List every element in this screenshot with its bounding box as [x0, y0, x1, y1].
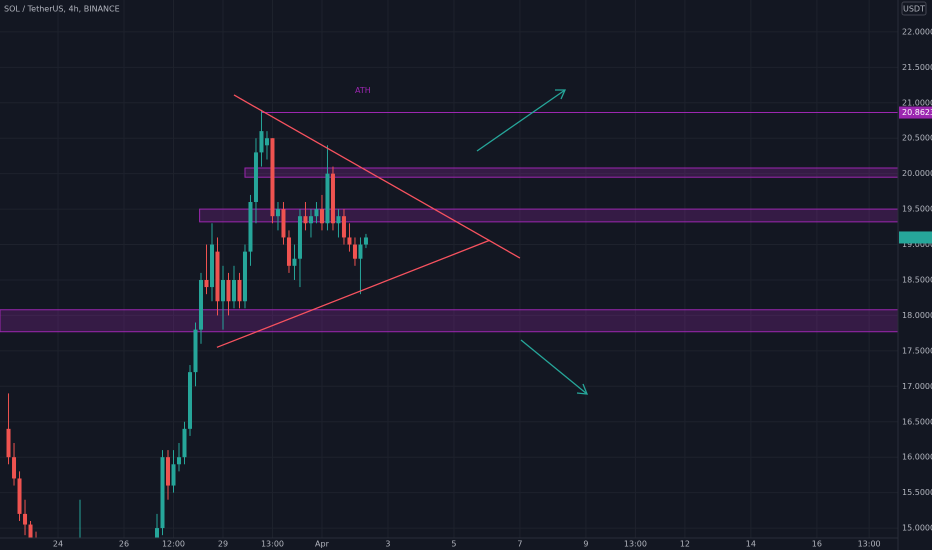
candle-body	[220, 279, 225, 302]
x-tick-label: 13:00	[858, 540, 881, 549]
candle-body	[215, 251, 220, 302]
candle-body	[314, 209, 319, 217]
candle-body	[270, 138, 275, 217]
candle-body	[6, 428, 11, 458]
x-tick-label: 26	[119, 540, 129, 549]
candle-body	[176, 457, 181, 465]
y-tick-label: 17.5000	[902, 346, 932, 355]
arrow-down	[520, 339, 588, 395]
x-tick-label: 13:00	[261, 540, 284, 549]
candle-body	[297, 216, 302, 259]
candle-body	[160, 457, 165, 529]
candle-body	[248, 202, 253, 252]
ath-price-label: 20.8623	[902, 108, 932, 117]
x-tick-label: 24	[53, 540, 63, 549]
currency-box	[901, 1, 927, 16]
y-tick-label: 16.5000	[902, 417, 932, 426]
y-tick-label: 19.5000	[902, 205, 932, 214]
zone	[199, 208, 898, 223]
x-tick-label: 9	[583, 540, 588, 549]
zone	[0, 309, 898, 333]
candle-body	[78, 542, 82, 549]
x-tick-label: 5	[451, 540, 456, 549]
candle-body	[17, 478, 22, 514]
ath-price-tag	[899, 106, 932, 119]
chart-title: SOL / TetherUS, 4h, BINANCE	[4, 5, 120, 14]
candle-body	[231, 279, 236, 302]
candle-body	[292, 258, 297, 266]
y-tick-label: 18.0000	[902, 311, 932, 320]
candle-body	[198, 279, 203, 330]
candle-body	[336, 216, 341, 224]
candle-body	[286, 237, 291, 266]
x-tick-label: 12	[680, 540, 690, 549]
candle-body	[209, 244, 214, 288]
plot: ATH	[0, 86, 898, 550]
arrows	[476, 89, 589, 395]
y-tick-label: 21.0000	[902, 98, 932, 107]
y-tick-label: 18.5000	[902, 275, 932, 284]
candle-body	[204, 279, 209, 288]
candle-body	[259, 131, 264, 153]
y-tick-label: 15.0000	[902, 524, 932, 533]
candle-body	[319, 209, 324, 224]
y-tick-label: 15.5000	[902, 488, 932, 497]
x-tick-label: 3	[385, 540, 390, 549]
candle-body	[34, 542, 38, 550]
y-tick-label: 21.5000	[902, 63, 932, 72]
candle-body	[242, 251, 247, 302]
grid	[0, 0, 898, 538]
arrow-down-head	[576, 383, 589, 395]
candle-body	[165, 457, 170, 486]
candle-body	[264, 138, 269, 146]
candle-body	[281, 209, 286, 238]
y-tick-label: 17.0000	[902, 382, 932, 391]
ath-label: ATH	[355, 86, 371, 95]
candle-body	[253, 152, 258, 203]
arrow-up-head	[555, 89, 567, 100]
trend-line	[216, 239, 490, 348]
candle-body	[347, 237, 352, 245]
zone	[244, 167, 898, 178]
candle-body	[341, 216, 346, 238]
candle-body	[308, 216, 313, 224]
trend-line	[233, 94, 521, 259]
candle-body	[12, 457, 17, 479]
x-tick-label: 12:00	[162, 540, 185, 549]
candle-body	[352, 244, 357, 259]
y-tick-label: 20.0000	[902, 169, 932, 178]
candle-body	[237, 279, 242, 302]
candle-body	[363, 237, 368, 245]
candle-body	[226, 279, 231, 302]
x-tick-label: Apr	[315, 540, 330, 549]
x-tick-label: 14	[746, 540, 756, 549]
candle-body	[303, 216, 308, 224]
y-tick-label: 20.5000	[902, 134, 932, 143]
x-tick-label: 16	[812, 540, 822, 549]
arrow-up	[476, 89, 566, 152]
candle-body	[28, 524, 33, 538]
y-tick-label: 16.0000	[902, 453, 932, 462]
last-price-tag	[899, 231, 932, 244]
candle-body	[154, 528, 159, 538]
candle-body	[193, 329, 198, 373]
candle-body	[325, 173, 330, 224]
x-tick-label: 29	[218, 540, 228, 549]
x-tick-label: 7	[517, 540, 522, 549]
candle-body	[187, 372, 192, 429]
candle-body	[23, 513, 28, 525]
candle-body	[275, 209, 280, 217]
x-tick-label: 13:00	[624, 540, 647, 549]
candle-body	[182, 428, 187, 458]
y-tick-label: 22.0000	[902, 27, 932, 36]
currency: USDT	[903, 5, 925, 14]
candle-body	[358, 244, 363, 259]
candle-body	[330, 173, 335, 224]
candle-body	[171, 464, 176, 486]
y-tick-label: 19.0000	[902, 240, 932, 249]
